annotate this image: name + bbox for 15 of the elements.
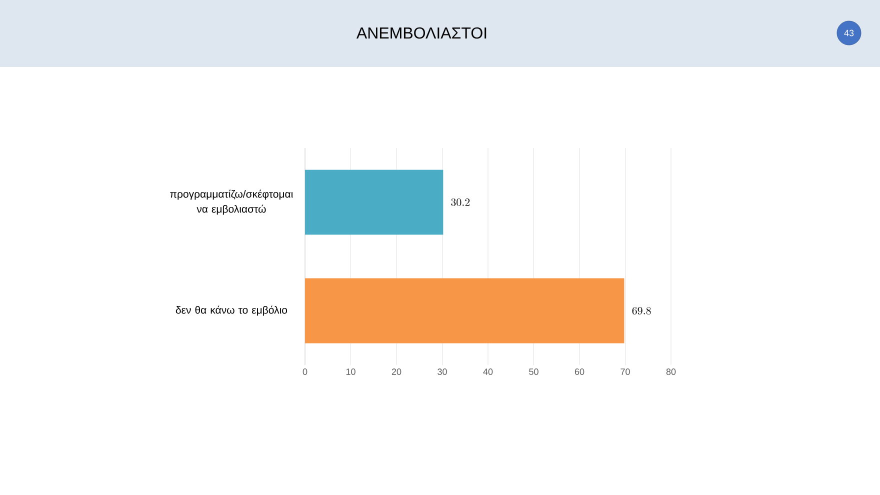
x-tick-label: 60 xyxy=(574,368,584,375)
x-tick-label: 30 xyxy=(438,368,447,375)
x-tick-label: 10 xyxy=(346,368,356,375)
y-tick-label: δεν θα κάνω το εμβόλιο xyxy=(176,306,288,316)
x-tick-label: 70 xyxy=(620,368,630,375)
x-tick-label: 50 xyxy=(529,368,538,375)
chart-title: ΑΝΕΜΒΟΛΙΑΣΤΟΙ xyxy=(356,27,486,39)
x-tick-label: 80 xyxy=(666,368,676,375)
text: 43 xyxy=(844,30,854,36)
data-label: 69.8 xyxy=(632,306,651,315)
x-tick-label: 0 xyxy=(302,368,308,375)
data-label: 30.2 xyxy=(451,198,470,206)
y-tick-label: προγραμματίζω/σκέφτομαι να εμβολιαστώ xyxy=(170,190,293,215)
x-tick-label: 20 xyxy=(392,368,402,375)
x-tick-label: 40 xyxy=(483,368,493,375)
